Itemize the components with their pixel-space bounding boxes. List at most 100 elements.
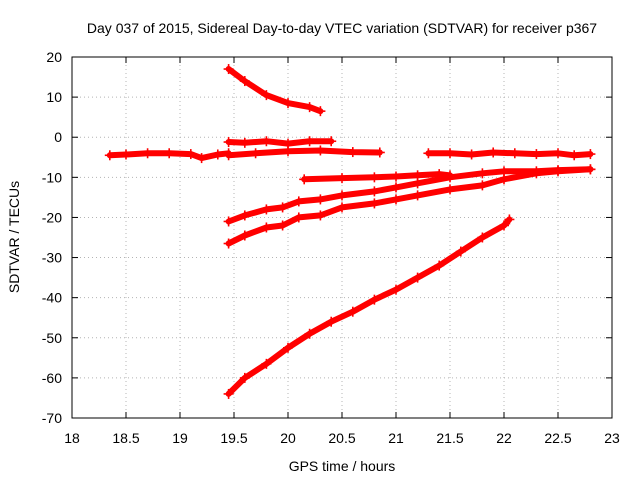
data-point <box>261 136 272 147</box>
data-point <box>569 150 580 161</box>
data-point <box>261 358 272 369</box>
data-point <box>223 238 234 249</box>
data-point <box>315 194 326 205</box>
data-point <box>477 232 488 243</box>
satellite-arc <box>104 148 234 164</box>
satellite-arc <box>223 164 596 249</box>
data-point <box>531 168 542 179</box>
data-point <box>239 76 250 87</box>
data-point <box>466 149 477 160</box>
data-point <box>369 172 380 183</box>
data-point <box>412 190 423 201</box>
data-point <box>315 106 326 117</box>
x-axis-label: GPS time / hours <box>289 458 396 474</box>
data-point <box>347 306 358 317</box>
data-point <box>347 147 358 158</box>
arc-trace-line <box>225 66 324 115</box>
data-point <box>477 168 488 179</box>
satellite-arc <box>423 147 596 161</box>
data-point <box>304 102 315 113</box>
x-tick-label: 20.5 <box>328 430 355 446</box>
data-point <box>531 149 542 160</box>
data-point <box>423 148 434 159</box>
y-tick-label: -60 <box>42 370 62 386</box>
data-point <box>391 171 401 182</box>
data-point <box>434 169 445 180</box>
data-point <box>142 148 153 159</box>
data-point <box>326 316 337 327</box>
y-tick-label: -10 <box>42 169 62 185</box>
data-point <box>283 98 293 109</box>
x-tick-label: 19 <box>172 430 188 446</box>
data-point <box>337 173 347 184</box>
data-point <box>239 230 250 241</box>
data-point <box>277 220 288 231</box>
traces-layer <box>104 64 596 399</box>
data-point <box>304 328 315 339</box>
data-point <box>239 210 250 221</box>
data-point <box>499 174 509 185</box>
data-point <box>223 64 234 75</box>
x-tick-label: 21 <box>388 430 404 446</box>
x-tick-label: 18 <box>64 430 80 446</box>
y-tick-label: -40 <box>42 290 62 306</box>
data-point <box>223 137 234 148</box>
data-point <box>477 180 488 191</box>
data-point <box>239 137 250 148</box>
satellite-arc <box>223 214 515 399</box>
satellite-arc <box>223 136 337 149</box>
data-point <box>391 182 401 193</box>
data-point <box>445 184 455 195</box>
data-point <box>283 146 293 157</box>
x-tick-label: 22.5 <box>544 430 571 446</box>
data-point <box>445 170 455 181</box>
data-point <box>337 202 347 213</box>
grid-layer <box>72 57 612 418</box>
data-point <box>304 136 315 147</box>
x-tick-label: 23 <box>604 430 620 446</box>
data-point <box>337 190 347 201</box>
data-point <box>164 148 175 159</box>
data-point <box>212 149 223 160</box>
satellite-arc <box>223 145 385 161</box>
x-tick-label: 19.5 <box>220 430 247 446</box>
data-point <box>326 136 337 147</box>
chart-title: Day 037 of 2015, Sidereal Day-to-day VTE… <box>87 20 597 36</box>
x-tick-label: 18.5 <box>112 430 139 446</box>
data-point <box>261 90 272 101</box>
data-point <box>104 150 115 161</box>
data-point <box>553 148 563 159</box>
data-point <box>455 246 466 257</box>
arc-trace-line <box>225 166 594 225</box>
data-point <box>239 372 250 383</box>
x-tick-label: 20 <box>280 430 296 446</box>
data-point <box>250 148 261 159</box>
data-point <box>121 149 131 160</box>
y-tick-label: 0 <box>54 129 62 145</box>
data-point <box>391 284 401 295</box>
data-point <box>196 153 207 164</box>
data-point <box>277 202 288 213</box>
data-point <box>223 216 234 227</box>
data-point <box>369 294 380 305</box>
data-point <box>369 198 380 209</box>
data-point <box>223 150 234 161</box>
data-point <box>293 196 304 207</box>
data-point <box>412 272 423 283</box>
y-tick-label: -20 <box>42 209 62 225</box>
y-tick-label: -70 <box>42 410 62 426</box>
data-point <box>261 222 272 233</box>
data-point <box>315 145 326 156</box>
data-point <box>509 148 520 159</box>
data-point <box>488 147 499 158</box>
x-tick-label: 22 <box>496 430 512 446</box>
data-point <box>499 220 509 231</box>
data-point <box>412 170 423 181</box>
y-tick-label: 10 <box>46 89 62 105</box>
data-point <box>434 260 445 271</box>
data-point <box>553 166 563 177</box>
ticks-layer: 18 18.5 19 19.5 20 20.5 21 21.5 22 22.5 23 20 10 0 -10… <box>42 49 620 446</box>
data-point <box>585 149 596 160</box>
data-point <box>391 194 401 205</box>
